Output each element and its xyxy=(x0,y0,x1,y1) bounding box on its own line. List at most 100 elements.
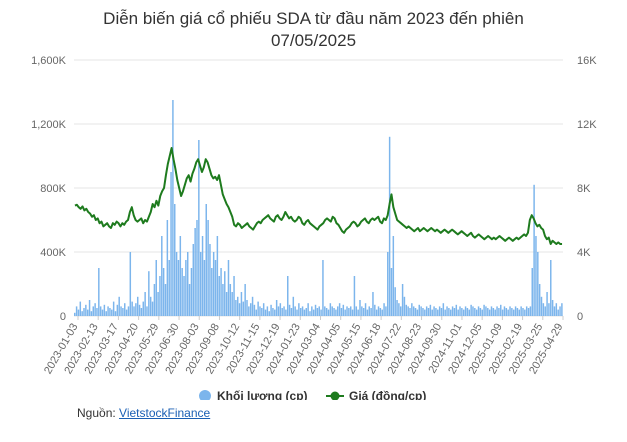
volume-bar xyxy=(411,303,413,316)
volume-bar xyxy=(79,301,82,316)
volume-bar xyxy=(175,252,178,316)
volume-bar xyxy=(294,306,296,316)
volume-bar xyxy=(379,308,382,316)
volume-bar xyxy=(125,309,128,316)
volume-bar xyxy=(242,301,245,316)
volume-bar xyxy=(427,308,430,316)
volume-bar xyxy=(96,308,98,316)
volume-bar xyxy=(283,306,285,316)
volume-bar xyxy=(390,268,393,316)
volume-bar xyxy=(74,312,76,316)
volume-bar xyxy=(155,260,157,316)
volume-bar xyxy=(398,303,400,316)
volume-bar xyxy=(324,306,326,316)
volume-bar xyxy=(359,300,361,316)
volume-bar xyxy=(507,309,509,316)
volume-bar xyxy=(255,309,257,316)
volume-bar xyxy=(349,306,352,316)
volume-bar xyxy=(99,306,102,316)
volume-bar xyxy=(520,306,522,316)
volume-bar xyxy=(540,296,543,316)
volume-bar xyxy=(144,292,146,316)
volume-bar xyxy=(401,284,404,316)
volume-bar xyxy=(494,309,496,316)
volume-bar xyxy=(385,306,387,316)
volume-bar xyxy=(77,309,80,316)
volume-bar xyxy=(553,306,556,316)
volume-bar xyxy=(233,276,235,316)
volume-bar xyxy=(224,271,226,316)
volume-bar xyxy=(468,309,471,316)
volume-bar xyxy=(92,306,94,316)
volume-bar xyxy=(138,304,141,316)
price-line-path xyxy=(74,147,563,245)
volume-bar xyxy=(516,308,519,316)
volume-bar xyxy=(338,303,341,316)
volume-bar xyxy=(177,260,180,316)
volume-bar xyxy=(335,309,337,316)
volume-bar xyxy=(90,311,93,316)
volume-bar xyxy=(470,304,472,316)
volume-bar xyxy=(111,309,113,316)
volume-bar xyxy=(437,309,439,316)
volume-bar xyxy=(238,303,241,316)
volume-bar xyxy=(477,306,480,316)
volume-bar xyxy=(124,303,126,316)
volume-bar xyxy=(327,309,330,316)
volume-bar xyxy=(129,252,132,316)
volume-bar xyxy=(227,260,230,316)
volume-bar xyxy=(94,303,96,316)
volume-bar xyxy=(246,300,248,316)
volume-bar xyxy=(205,204,207,316)
volume-bar xyxy=(535,236,537,316)
volume-bar xyxy=(322,260,324,316)
volume-bar xyxy=(122,308,124,316)
volume-bar xyxy=(479,308,482,316)
volume-bar xyxy=(348,308,350,316)
y-left-tick-label: 800K xyxy=(40,183,66,195)
volume-bar xyxy=(270,304,272,316)
volume-bar xyxy=(429,304,432,316)
volume-bar xyxy=(81,311,83,316)
volume-bar xyxy=(168,260,170,316)
volume-bar xyxy=(109,308,111,316)
chart-title: Diễn biến giá cổ phiếu SDA từ đầu năm 20… xyxy=(0,8,627,52)
y-left-tick-label: 400K xyxy=(40,247,66,259)
volume-bar xyxy=(316,308,319,316)
volume-bar xyxy=(533,184,535,316)
volume-bar xyxy=(340,308,343,316)
volume-bar xyxy=(261,308,263,316)
volume-bar xyxy=(311,306,313,316)
volume-bar xyxy=(183,276,185,316)
volume-bar xyxy=(320,309,322,316)
volume-bar xyxy=(557,309,559,316)
volume-bar xyxy=(448,308,450,316)
volume-bar xyxy=(559,306,561,316)
volume-bar xyxy=(548,303,550,316)
volume-bar xyxy=(166,220,169,316)
volume-bar xyxy=(212,252,215,316)
volume-bars xyxy=(74,100,563,316)
volume-bar xyxy=(357,309,359,316)
volume-bar xyxy=(498,308,500,316)
volume-bar xyxy=(416,309,419,316)
volume-bar xyxy=(146,306,148,316)
volume-bar xyxy=(196,220,198,316)
volume-bar xyxy=(244,284,246,316)
volume-bar xyxy=(281,308,283,316)
volume-bar xyxy=(299,308,302,316)
volume-bar xyxy=(83,308,85,316)
volume-bar xyxy=(475,309,478,316)
volume-bar xyxy=(400,306,402,316)
volume-bar xyxy=(272,308,274,316)
volume-bar xyxy=(248,306,250,316)
volume-bar xyxy=(214,260,217,316)
y-right-tick-label: 0 xyxy=(577,311,583,323)
volume-bar xyxy=(209,244,211,316)
source-link[interactable]: VietstockFinance xyxy=(119,406,211,420)
volume-bar xyxy=(116,304,119,316)
volume-bar xyxy=(140,308,143,316)
volume-bar xyxy=(492,308,495,316)
volume-bar xyxy=(414,308,417,316)
volume-bar xyxy=(174,204,176,316)
